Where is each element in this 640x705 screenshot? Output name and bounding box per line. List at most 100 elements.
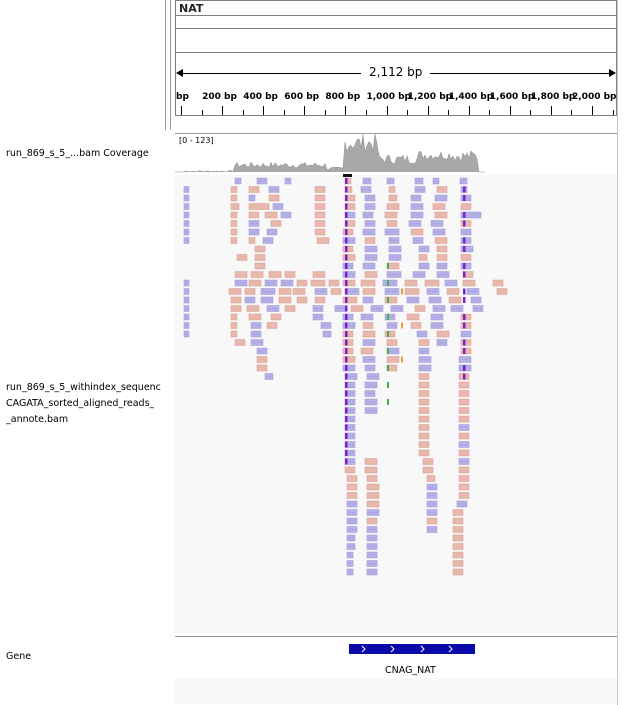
read (183, 305, 190, 312)
ruler-minor-tick (407, 110, 409, 115)
read (230, 203, 240, 210)
read (183, 203, 190, 210)
chromosome-ideogram[interactable] (176, 15, 616, 53)
alignment-track-name-line3[interactable]: _annote.bam (6, 414, 69, 425)
read (346, 475, 358, 482)
chromosome-name[interactable]: NAT (179, 2, 204, 15)
read (418, 449, 430, 457)
read (460, 322, 472, 329)
ruler-tick (386, 106, 388, 115)
read (458, 432, 470, 440)
read (418, 390, 430, 397)
gene-label[interactable]: CNAG_NAT (385, 665, 436, 676)
read (342, 228, 354, 236)
read (492, 279, 504, 287)
read (458, 415, 470, 423)
gene-canvas[interactable] (175, 637, 617, 705)
insertion-mark (463, 365, 466, 371)
read (328, 279, 340, 287)
coverage-marker (343, 174, 352, 177)
gene-feature (349, 644, 475, 654)
read (296, 296, 308, 304)
mismatch-mark (387, 365, 389, 371)
read (296, 279, 308, 287)
read (234, 271, 248, 278)
read (460, 347, 472, 355)
read (254, 254, 266, 261)
read (314, 186, 326, 193)
read (360, 279, 376, 287)
insertion-mark (345, 314, 348, 320)
read (436, 186, 448, 193)
read (362, 330, 376, 338)
read (410, 228, 424, 236)
mismatch-mark (401, 288, 403, 295)
read (342, 296, 358, 304)
data-panel[interactable]: [0 - 123] (175, 133, 617, 633)
mismatch-mark (401, 322, 403, 329)
read (404, 288, 420, 295)
strand-arrow-icon (420, 645, 425, 653)
alignment-track-name-line2[interactable]: CAGATA_sorted_aligned_reads_ (6, 398, 155, 409)
read (458, 390, 470, 397)
ruler-tick (181, 106, 182, 115)
insertion-mark (345, 399, 348, 405)
ruler-tick (222, 106, 224, 115)
read (314, 296, 326, 304)
read (230, 228, 238, 236)
read (183, 211, 190, 219)
insertion-mark (345, 195, 348, 201)
read (230, 211, 238, 219)
read (314, 194, 326, 202)
read (256, 356, 268, 363)
insertion-mark (345, 186, 348, 193)
read (248, 237, 256, 244)
read (268, 194, 280, 202)
read (418, 339, 430, 346)
read (384, 296, 398, 304)
read (364, 237, 376, 244)
ruler[interactable]: bp 200 bp 400 bp 600 bp 800 bp 1,000 bp 1,200 … (176, 89, 617, 115)
coverage-track-name[interactable]: run_869_s_5_...bam Coverage (6, 148, 149, 159)
read (386, 203, 400, 210)
read (418, 424, 430, 431)
read (346, 492, 358, 499)
alignment-canvas[interactable] (175, 134, 617, 634)
read (183, 288, 190, 295)
coverage-range-label: [0 - 123] (179, 136, 214, 145)
gene-track-name[interactable]: Gene (6, 651, 32, 662)
ruler-tick (468, 106, 470, 115)
read (248, 211, 260, 219)
insertion-mark (463, 246, 466, 252)
ruler-minor-tick (324, 110, 326, 115)
read (366, 483, 380, 491)
insertion-mark (345, 450, 348, 456)
insertion-mark (345, 237, 348, 244)
read (230, 296, 242, 304)
read (248, 313, 262, 321)
read (366, 517, 378, 525)
ruler-tick (550, 106, 552, 115)
read (248, 203, 270, 210)
read (452, 568, 464, 576)
read (183, 322, 190, 329)
read (236, 254, 248, 261)
insertion-mark (463, 195, 466, 201)
read (384, 330, 396, 338)
read (314, 203, 326, 210)
read (418, 381, 430, 389)
read (362, 288, 376, 295)
read (422, 466, 434, 474)
ruler-tick-label: bp (176, 92, 189, 102)
insertion-mark (345, 390, 348, 397)
alignment-track-name-line1[interactable]: run_869_s_5_withindex_sequenc (6, 382, 161, 393)
ruler-minor-tick (365, 110, 367, 115)
read (314, 228, 326, 236)
read (342, 347, 354, 355)
read (230, 322, 238, 329)
read (386, 220, 398, 227)
read (436, 254, 448, 261)
ruler-minor-tick (448, 110, 450, 115)
insertion-mark (463, 271, 466, 278)
read (230, 237, 238, 244)
